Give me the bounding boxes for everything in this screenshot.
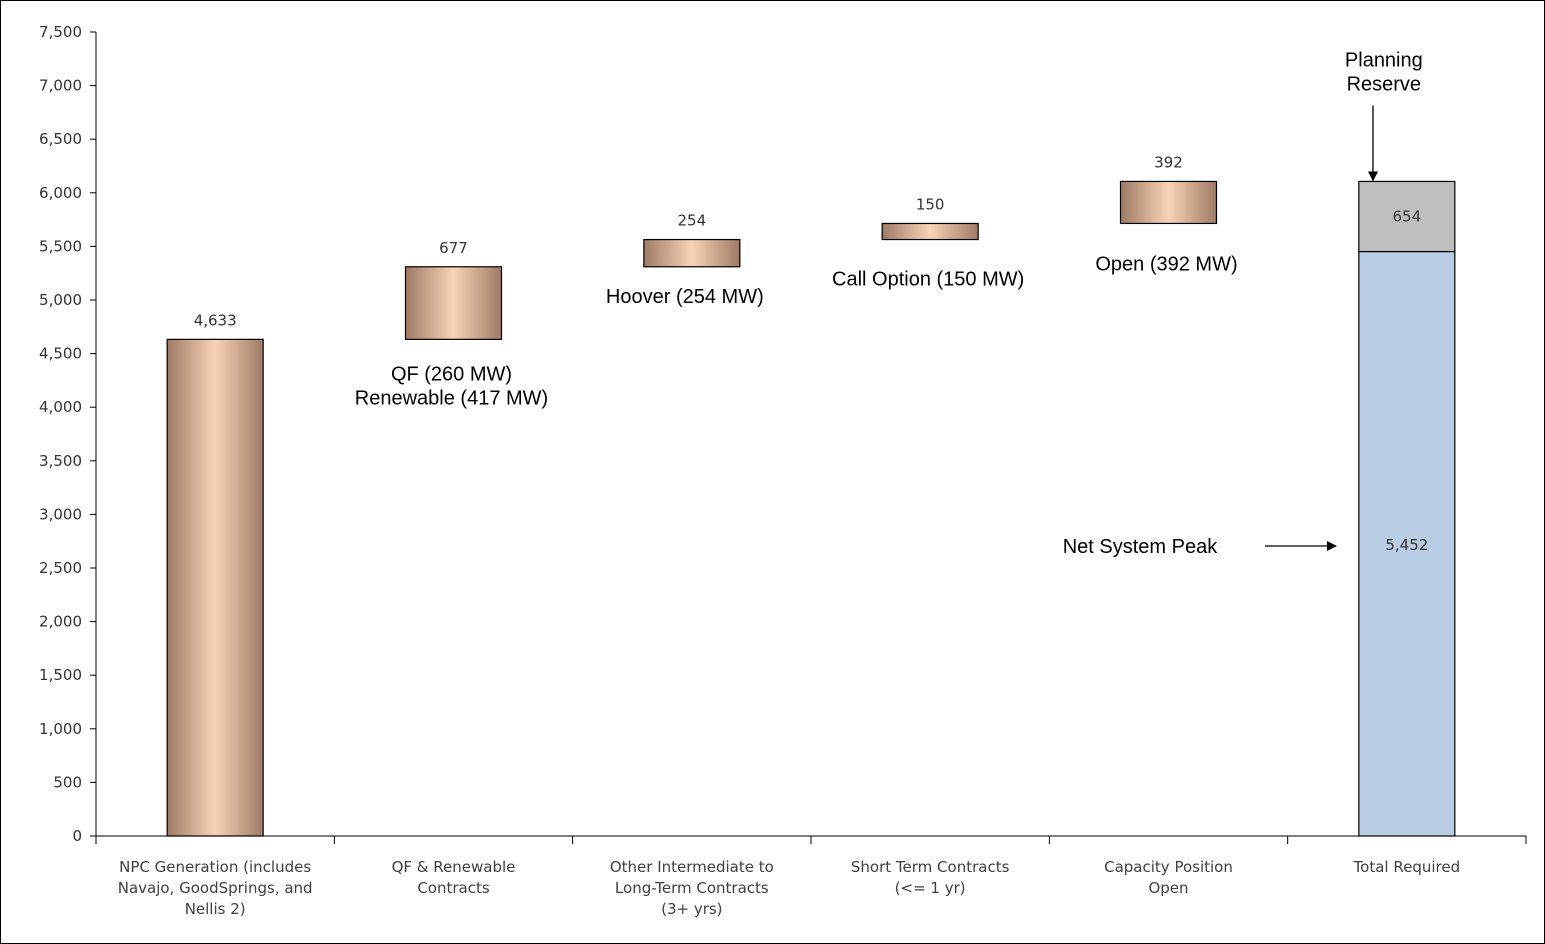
y-tick-label: 1,000 (39, 720, 82, 738)
y-tick-label: 7,000 (39, 77, 82, 95)
y-tick-label: 3,500 (39, 452, 82, 470)
data-label-net-peak: 5,452 (1385, 536, 1428, 554)
data-label: 392 (1154, 153, 1183, 171)
y-tick-label: 2,000 (39, 613, 82, 631)
data-label: 150 (916, 195, 945, 213)
y-tick-label: 4,000 (39, 398, 82, 416)
data-label-reserve: 654 (1393, 207, 1422, 225)
y-tick-label: 7,500 (39, 23, 82, 41)
bar-1 (404, 266, 503, 340)
data-labels: 4,633 677 254 150 392 654 5,452 (194, 153, 1429, 554)
y-tick-label: 3,000 (39, 505, 82, 523)
x-axis: NPC Generation (includes Navajo, GoodSpri… (95, 835, 1527, 918)
annotation-net-system-peak: Net System Peak (1063, 536, 1219, 558)
bar-net-system-peak (1358, 250, 1456, 837)
x-category-label: QF & Renewable Contracts (392, 858, 516, 897)
x-category-label: Total Required (1353, 858, 1461, 876)
annotation-open: Open (392 MW) (1095, 253, 1237, 275)
y-tick-label: 2,500 (39, 559, 82, 577)
y-tick-label: 6,000 (39, 184, 82, 202)
y-tick-label: 5,000 (39, 291, 82, 309)
x-category-label: Short Term Contracts (<= 1 yr) (851, 858, 1010, 897)
annotation-planning-reserve: Planning Reserve (1345, 49, 1423, 95)
x-category-label: Other Intermediate to Long-Term Contracts… (610, 858, 774, 918)
y-tick-label: 500 (53, 773, 82, 791)
data-label: 254 (678, 212, 707, 230)
y-tick-label: 4,500 (39, 345, 82, 363)
data-label: 4,633 (194, 311, 237, 329)
bar-0 (166, 338, 264, 837)
bar-3 (881, 222, 979, 241)
annotation-qf-renewable: QF (260 MW) Renewable (417 MW) (355, 363, 548, 409)
y-tick-label: 5,500 (39, 237, 82, 255)
bar-4 (1119, 180, 1218, 225)
x-category-label: NPC Generation (includes Navajo, GoodSpri… (118, 858, 313, 918)
bar-planning-reserve (1358, 180, 1456, 253)
bar-2 (643, 238, 741, 268)
y-axis: 0 500 1,000 1,500 2,000 2,500 3,000 3,500 4,000 4… (39, 23, 97, 845)
y-tick-label: 6,500 (39, 130, 82, 148)
annotations: QF (260 MW) Renewable (417 MW) Hoover (254… (355, 49, 1423, 558)
y-tick-label: 1,500 (39, 666, 82, 684)
annotation-hoover: Hoover (254 MW) (606, 286, 764, 308)
annotation-call-option: Call Option (150 MW) (832, 269, 1024, 291)
y-tick-label: 0 (72, 827, 82, 845)
bars (166, 180, 1456, 837)
data-label: 677 (439, 239, 468, 257)
x-category-label: Capacity Position Open (1104, 858, 1233, 897)
